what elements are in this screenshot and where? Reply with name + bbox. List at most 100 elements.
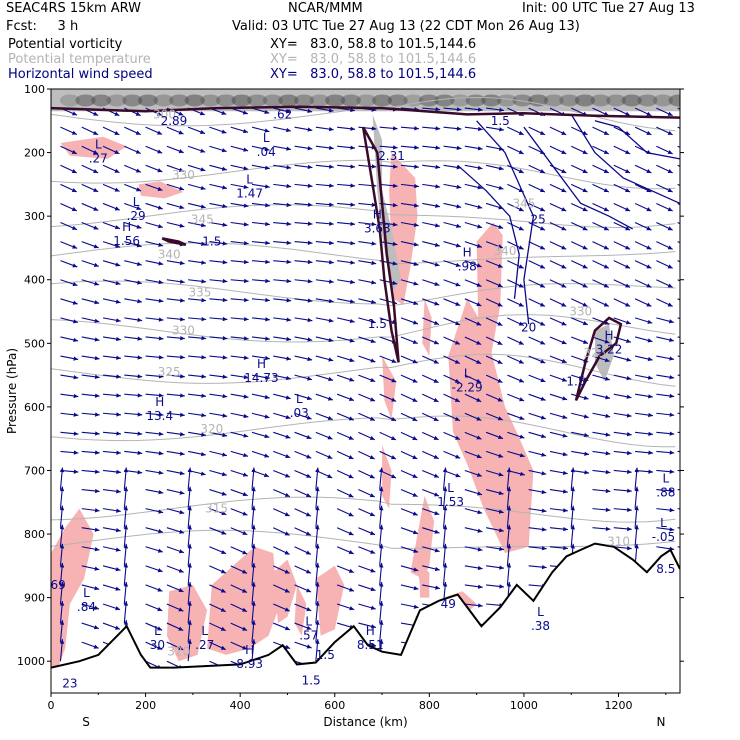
wind-arrow-head — [627, 526, 632, 532]
wind-arrow — [400, 431, 418, 441]
wind-arrow-head — [221, 148, 227, 153]
wind-arrow-head — [263, 473, 269, 478]
wind-arrow — [209, 145, 227, 153]
wind-arrow — [315, 164, 334, 169]
pv-extremum-marker: L — [133, 195, 140, 209]
wind-arrow-head — [627, 507, 632, 512]
wind-arrow-head — [179, 490, 185, 495]
wind-arrow — [379, 431, 397, 441]
wind-arrow — [145, 183, 163, 191]
wind-arrow — [656, 527, 675, 532]
pv-contour-label: 2.89 — [161, 114, 188, 128]
pv-shade-region — [422, 298, 432, 356]
wind-arrow — [209, 355, 228, 360]
wind-arrow — [273, 183, 292, 189]
wind-arrow-head — [222, 413, 228, 418]
wind-arrow-head — [306, 434, 312, 440]
wind-arrow-head — [392, 183, 398, 188]
wind-arrow — [485, 279, 503, 288]
wind-arrow — [230, 489, 248, 497]
wind-arrow — [592, 241, 610, 250]
wind-arrow-head — [561, 245, 567, 250]
wind-arrow-head — [414, 126, 419, 131]
wind-arrow — [656, 164, 673, 174]
pv-contour-label: 2.31 — [378, 149, 405, 163]
wind-arrow-head — [691, 470, 696, 474]
wind-arrow — [358, 298, 377, 305]
wind-arrow-head — [570, 467, 575, 473]
wind-arrow-head — [114, 187, 120, 192]
wind-arrow — [634, 260, 652, 269]
wind-arrow-head — [497, 378, 503, 383]
wind-arrow — [294, 298, 313, 303]
wind-arrow — [230, 450, 249, 458]
wind-arrow — [571, 450, 590, 456]
wind-arrow — [358, 279, 377, 285]
wind-arrow-head — [94, 300, 100, 305]
wind-arrow-head — [669, 375, 675, 380]
wind-arrow — [273, 145, 292, 151]
wind-arrow — [251, 601, 256, 624]
upper-pv-blob — [309, 94, 330, 107]
wind-arrow-head — [200, 204, 206, 209]
wind-arrow-head — [158, 242, 164, 247]
wind-arrow — [379, 183, 398, 188]
wind-arrow-head — [412, 320, 418, 325]
wind-arrow — [592, 164, 610, 174]
wind-arrow-head — [243, 336, 249, 341]
wind-arrow — [294, 355, 313, 362]
wind-arrow — [102, 469, 121, 475]
wind-arrow-head — [477, 491, 483, 496]
init-time: Init: 00 UTC Tue 27 Aug 13 — [522, 1, 695, 16]
wind-arrow-head — [379, 581, 384, 587]
wind-arrow-head — [93, 187, 99, 192]
wind-arrow — [507, 317, 524, 326]
pv-extremum-marker: L — [662, 471, 669, 485]
wind-arrow-head — [582, 149, 588, 154]
wind-arrow — [400, 317, 419, 325]
wind-arrow — [549, 336, 567, 345]
wind-arrow — [336, 584, 355, 592]
wind-arrow-head — [626, 357, 632, 362]
wind-arrow — [464, 393, 482, 403]
wind-arrow — [506, 486, 512, 509]
wind-arrow-head — [561, 264, 567, 269]
wind-arrow-head — [497, 340, 503, 345]
upper-pv-blob — [106, 94, 127, 107]
wind-arrow-head — [476, 454, 482, 459]
upper-pv-blob — [247, 94, 268, 107]
wind-arrow-head — [371, 241, 377, 246]
wind-arrow — [528, 222, 546, 231]
wind-arrow-head — [123, 486, 129, 492]
wind-arrow-head — [73, 393, 79, 399]
wind-arrow — [81, 565, 100, 571]
wind-arrow-head — [497, 321, 503, 326]
wind-arrow — [464, 107, 483, 112]
wind-arrow — [422, 202, 441, 208]
wind-arrow-head — [605, 526, 611, 532]
wind-arrow-head — [123, 467, 129, 473]
wind-arrow — [336, 336, 355, 343]
wind-arrow-head — [646, 302, 652, 307]
wind-arrow — [59, 562, 65, 585]
wind-arrow — [422, 183, 441, 189]
upper-pv-blob — [652, 94, 673, 107]
theta-label: 345 — [191, 212, 214, 226]
wind-arrow — [443, 145, 462, 151]
wind-arrow — [209, 450, 228, 457]
wind-arrow-head — [518, 149, 524, 154]
wind-arrow-head — [178, 568, 184, 573]
pv-extremum-marker: H — [463, 246, 472, 260]
wind-arrow-head — [116, 374, 121, 379]
wind-arrow — [60, 279, 78, 287]
wind-arrow-head — [114, 149, 120, 154]
wind-arrow — [145, 355, 164, 360]
wind-arrow — [209, 546, 227, 555]
wind-arrow-head — [285, 453, 291, 459]
wind-arrow — [337, 221, 356, 227]
wind-arrow — [188, 316, 207, 322]
wind-arrow-head — [349, 299, 355, 304]
pv-contour-label: 1.5 — [316, 648, 335, 662]
wind-arrow — [230, 527, 248, 536]
pv-extremum-marker: L — [537, 605, 544, 619]
